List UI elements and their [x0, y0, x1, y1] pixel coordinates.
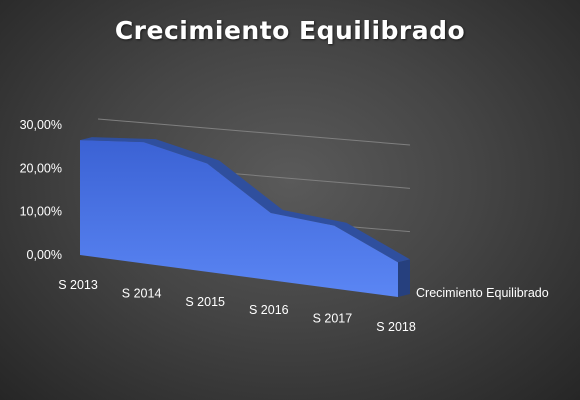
x-tick-label: S 2014	[122, 286, 162, 300]
y-tick-label: 10,00%	[20, 205, 62, 219]
series-area-top	[80, 137, 410, 263]
series-area	[80, 140, 398, 297]
series-area-side	[398, 259, 410, 297]
series-label: Crecimiento Equilibrado	[416, 286, 549, 300]
x-tick-label: S 2016	[249, 303, 289, 317]
gridline	[97, 118, 411, 146]
x-tick-label: S 2015	[185, 295, 225, 309]
y-tick-label: 20,00%	[20, 161, 62, 175]
y-tick-label: 30,00%	[20, 118, 62, 132]
x-tick-label: S 2017	[313, 312, 353, 326]
x-tick-label: S 2013	[58, 278, 98, 292]
chart-title: Crecimiento Equilibrado	[114, 16, 466, 45]
y-tick-label: 0,00%	[27, 248, 62, 262]
x-tick-label: S 2018	[376, 320, 416, 334]
